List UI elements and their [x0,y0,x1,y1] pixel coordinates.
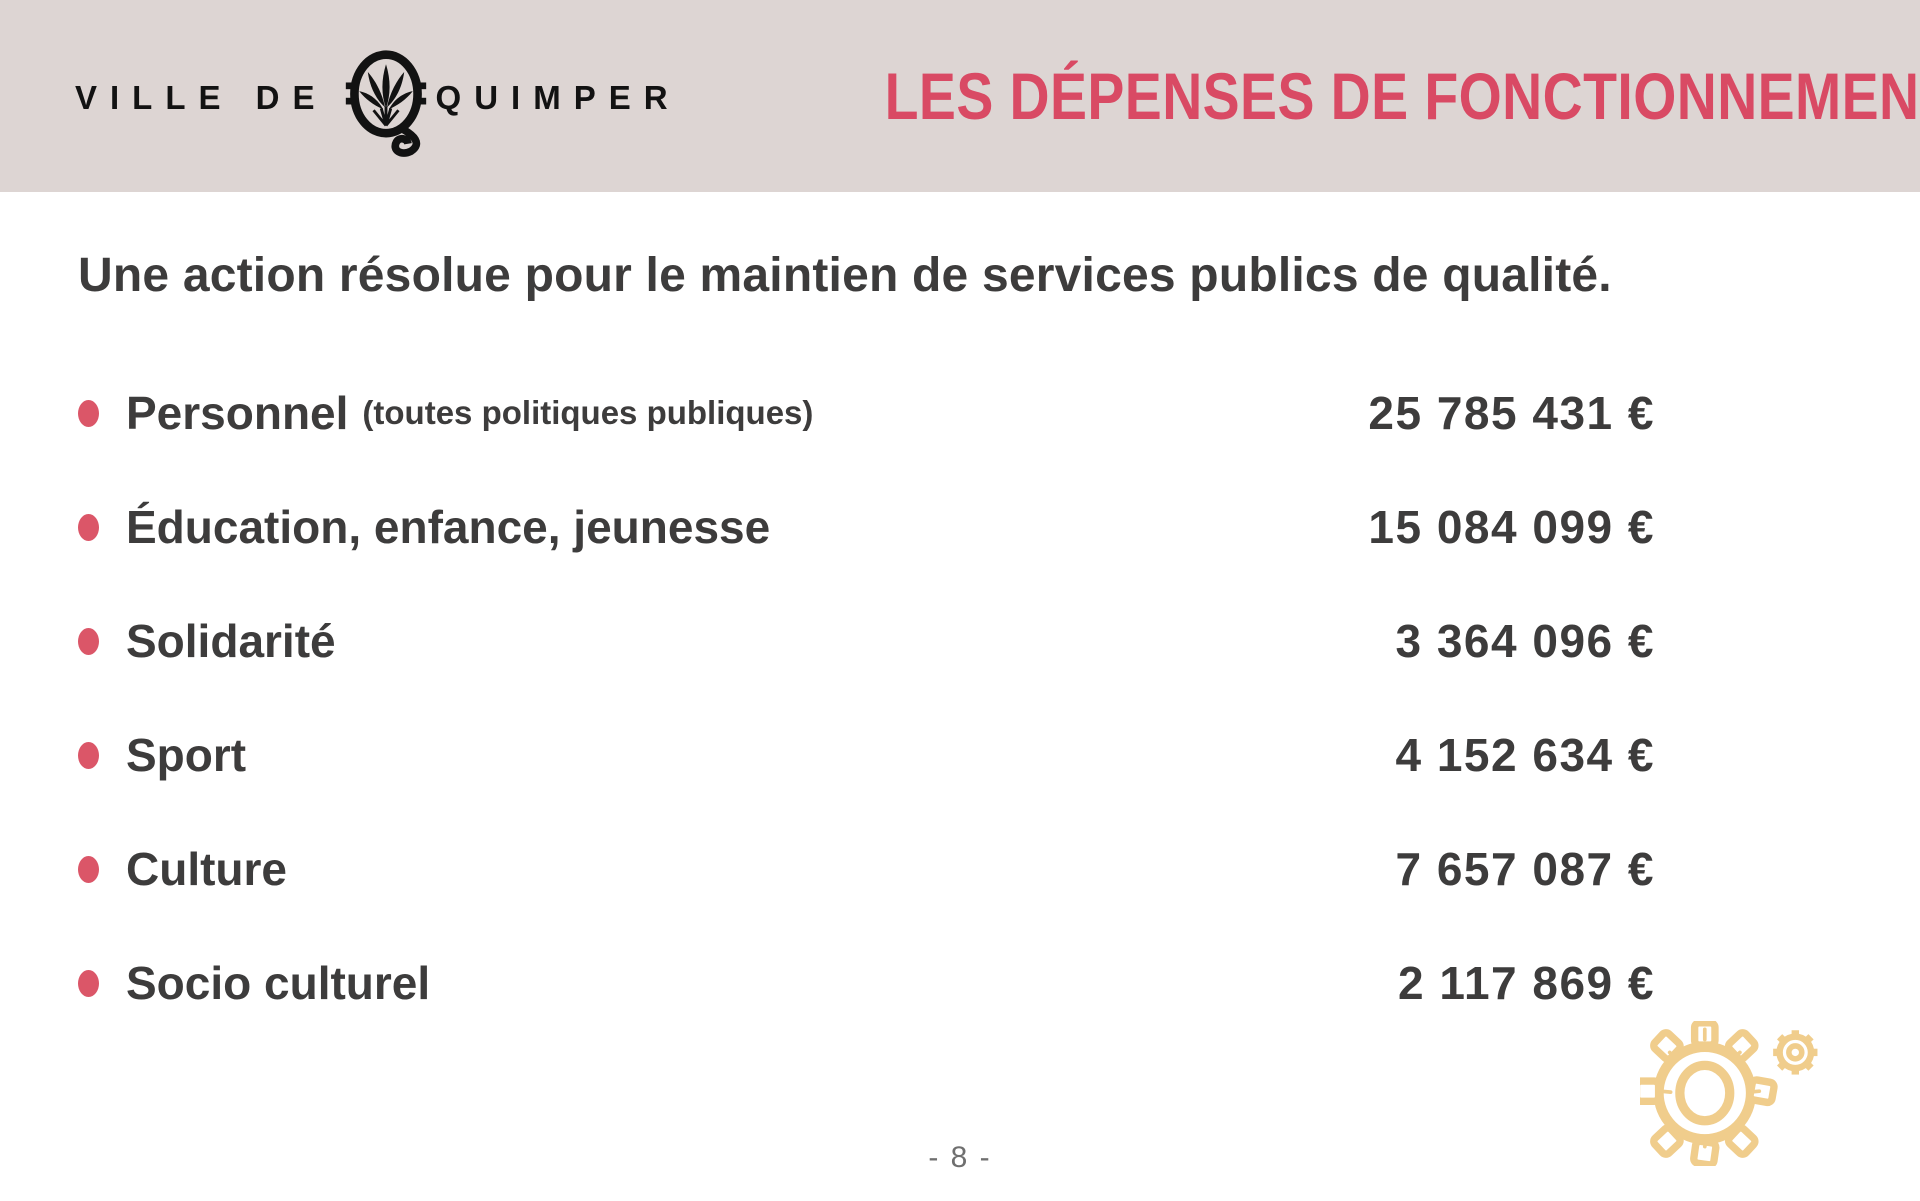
expense-row-culture: Culture 7 657 087 € [78,841,1655,897]
page-number: - 8 - [928,1141,992,1174]
expense-row-personnel: Personnel (toutes politiques publiques) … [78,385,1655,441]
expense-amount: 15 084 099 € [1368,501,1655,553]
quimper-logo: VILLE DE QUIMPER [75,41,681,157]
logo-text-quimper: QUIMPER [435,79,681,116]
expense-row-solidarite: Solidarité 3 364 096 € [78,613,1655,669]
expense-row-socio-culturel: Socio culturel 2 117 869 € [78,955,1655,1011]
expense-label: Éducation, enfance, jeunesse [78,500,770,554]
expense-name: Personnel [126,387,349,439]
header-band: VILLE DE QUIMPER LES DÉPENSES D [0,0,1920,192]
logo-text-ville-de: VILLE DE [75,79,328,116]
expense-name: Socio culturel [126,957,431,1009]
bullet-icon [78,627,99,655]
expense-note: (toutes politiques publiques) [362,394,814,431]
expense-name: Solidarité [126,615,336,667]
bullet-icon [78,969,99,997]
expense-label: Personnel (toutes politiques publiques) [78,386,813,440]
bullet-icon [78,513,99,541]
bullet-icon [78,399,99,427]
expense-label: Sport [78,728,246,782]
expense-row-sport: Sport 4 152 634 € [78,727,1655,783]
expense-label: Solidarité [78,614,336,668]
expense-amount: 4 152 634 € [1395,729,1655,781]
expense-row-education: Éducation, enfance, jeunesse 15 084 099 … [78,499,1655,555]
expense-amount: 3 364 096 € [1395,615,1655,667]
bullet-icon [78,741,99,769]
expense-label: Socio culturel [78,956,430,1010]
slide-subtitle: Une action résolue pour le maintien de s… [78,249,1612,302]
page-title: LES DÉPENSES DE FONCTIONNEMENT [884,59,1920,133]
expense-amount: 25 785 431 € [1368,387,1655,439]
expenses-list: Personnel (toutes politiques publiques) … [78,385,1655,1011]
expense-amount: 7 657 087 € [1395,843,1655,895]
gears-icon [1640,1021,1818,1166]
bullet-icon [78,855,99,883]
expense-amount: 2 117 869 € [1398,957,1655,1009]
expense-name: Sport [126,729,247,781]
expense-label: Culture [78,842,287,896]
expense-name: Éducation, enfance, jeunesse [126,501,771,553]
expense-name: Culture [126,843,287,895]
quimper-q-emblem-icon [345,50,426,157]
